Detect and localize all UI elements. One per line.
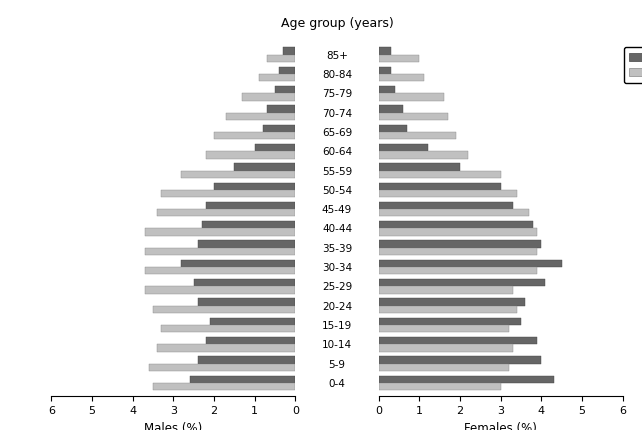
Bar — [145, 267, 295, 275]
Bar — [263, 125, 295, 132]
Bar — [379, 152, 468, 159]
Bar — [267, 106, 295, 114]
Bar — [379, 383, 501, 390]
Bar — [145, 248, 295, 255]
X-axis label: Males (%): Males (%) — [144, 421, 202, 430]
Bar — [379, 337, 537, 344]
Bar — [145, 287, 295, 294]
Bar — [379, 287, 513, 294]
Bar — [214, 183, 295, 190]
Text: 65-69: 65-69 — [322, 128, 352, 138]
Text: 60-64: 60-64 — [322, 147, 352, 157]
Bar — [161, 190, 295, 198]
Text: 40-44: 40-44 — [322, 224, 352, 234]
Bar — [379, 48, 391, 55]
Bar — [259, 75, 295, 82]
Text: 10-14: 10-14 — [322, 340, 352, 350]
Bar — [379, 125, 407, 132]
Bar — [379, 299, 525, 306]
Bar — [379, 248, 537, 255]
Bar — [379, 356, 541, 364]
Bar — [214, 132, 295, 140]
Bar — [379, 306, 517, 313]
Bar — [267, 55, 295, 63]
Bar — [206, 337, 295, 344]
Bar — [157, 210, 295, 217]
Bar — [234, 164, 295, 171]
Bar — [379, 87, 395, 94]
Bar — [379, 344, 513, 352]
Bar — [189, 376, 295, 383]
Bar — [379, 318, 521, 325]
Bar — [379, 94, 444, 101]
Bar — [275, 87, 295, 94]
Bar — [379, 144, 428, 152]
Text: 50-54: 50-54 — [322, 185, 352, 195]
Bar — [379, 364, 509, 371]
Bar — [379, 325, 509, 332]
Bar — [379, 221, 534, 229]
Bar — [379, 68, 391, 75]
Bar — [182, 260, 295, 267]
Text: 20-24: 20-24 — [322, 301, 352, 311]
Text: 0-4: 0-4 — [329, 378, 345, 388]
Text: 85+: 85+ — [326, 51, 348, 61]
Bar — [145, 229, 295, 236]
Text: 5-9: 5-9 — [329, 359, 345, 369]
Bar — [379, 171, 501, 178]
Text: 30-34: 30-34 — [322, 262, 352, 273]
X-axis label: Females (%): Females (%) — [464, 421, 537, 430]
Bar — [182, 171, 295, 178]
Bar — [202, 221, 295, 229]
Bar — [153, 306, 295, 313]
Text: 55-59: 55-59 — [322, 166, 352, 176]
Text: 35-39: 35-39 — [322, 243, 352, 253]
Bar — [379, 75, 424, 82]
Bar — [157, 344, 295, 352]
Bar — [379, 183, 501, 190]
Bar — [379, 106, 403, 114]
Bar — [279, 68, 295, 75]
Bar — [255, 144, 295, 152]
Bar — [226, 114, 295, 121]
Bar — [379, 376, 553, 383]
Bar — [206, 152, 295, 159]
Bar — [198, 356, 295, 364]
Text: 45-49: 45-49 — [322, 205, 352, 215]
Bar — [379, 164, 460, 171]
Bar — [379, 210, 529, 217]
Bar — [153, 383, 295, 390]
Bar — [379, 229, 537, 236]
Bar — [379, 241, 541, 248]
Bar — [149, 364, 295, 371]
Bar — [379, 190, 517, 198]
Bar — [283, 48, 295, 55]
Bar — [379, 55, 419, 63]
Bar — [210, 318, 295, 325]
Bar — [243, 94, 295, 101]
Bar — [379, 260, 562, 267]
Bar — [379, 114, 448, 121]
Legend: Northern Territory, Australia: Northern Territory, Australia — [624, 48, 642, 84]
Bar — [379, 203, 513, 210]
Bar — [198, 299, 295, 306]
Text: 75-79: 75-79 — [322, 89, 352, 99]
Text: 70-74: 70-74 — [322, 108, 352, 118]
Bar — [379, 267, 537, 275]
Bar — [161, 325, 295, 332]
Text: 80-84: 80-84 — [322, 70, 352, 80]
Bar — [379, 132, 456, 140]
Bar — [206, 203, 295, 210]
Text: 15-19: 15-19 — [322, 320, 352, 330]
Text: 25-29: 25-29 — [322, 282, 352, 292]
Text: Age group (years): Age group (years) — [281, 17, 394, 30]
Bar — [198, 241, 295, 248]
Bar — [194, 280, 295, 287]
Bar — [379, 280, 546, 287]
